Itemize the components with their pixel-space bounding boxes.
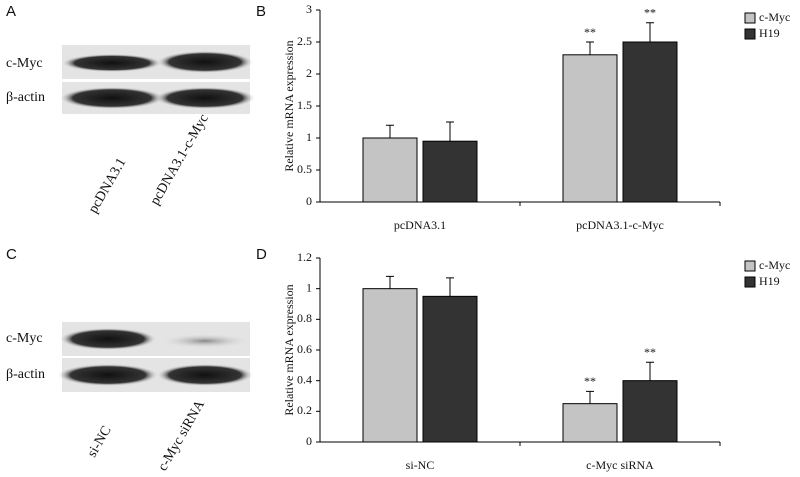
y-tick-label: 0.8 <box>297 311 312 325</box>
panel-letter: B <box>256 3 266 20</box>
blot-row-label: c-Myc <box>6 56 43 71</box>
legend-label: c-Myc <box>759 258 790 272</box>
y-tick-label: 2.5 <box>297 34 312 48</box>
bar <box>362 288 418 443</box>
error-bar <box>446 121 454 142</box>
legend-swatch <box>744 260 756 272</box>
blot-lane-label: c-Myc siRNA <box>156 397 209 474</box>
y-axis-label: Relative mRNA expression <box>282 284 296 415</box>
blot-row-label: β-actin <box>6 367 45 382</box>
blot-lane-label: pcDNA3.1-c-Myc <box>148 112 212 208</box>
x-tick-label: pcDNA3.1-c-Myc <box>576 218 664 232</box>
significance: ** <box>584 25 596 39</box>
error-bar <box>586 41 594 55</box>
legend-swatch <box>744 276 756 288</box>
bar <box>622 380 678 443</box>
y-tick-label: 0.2 <box>297 403 312 417</box>
blot-lane-label: si-NC <box>85 424 115 460</box>
y-tick-label: 1.2 <box>297 250 312 264</box>
bar <box>362 137 418 203</box>
error-bar <box>386 124 394 138</box>
panel-letter: C <box>6 246 17 263</box>
y-axis-label: Relative mRNA expression <box>282 40 296 171</box>
error-bar <box>586 390 594 404</box>
bar <box>422 140 478 203</box>
x-tick-label: c-Myc siRNA <box>586 458 654 472</box>
significance: ** <box>644 345 656 359</box>
error-bar <box>646 22 654 42</box>
y-tick-label: 0.5 <box>297 162 312 176</box>
blot <box>58 322 253 392</box>
error-bar <box>646 361 654 381</box>
error-bar <box>446 277 454 297</box>
bar <box>562 403 618 443</box>
blot <box>60 45 255 114</box>
bar <box>422 295 478 443</box>
panel-letter: D <box>256 246 267 263</box>
bar <box>622 41 678 203</box>
blot-row-label: c-Myc <box>6 331 43 346</box>
bar <box>562 54 618 203</box>
y-tick-label: 2 <box>306 66 312 80</box>
legend-label: H19 <box>759 274 780 288</box>
panel-letter: A <box>6 3 16 20</box>
y-tick-label: 3 <box>306 2 312 16</box>
y-tick-label: 1 <box>306 280 312 294</box>
error-bar <box>386 275 394 289</box>
legend-swatch <box>744 12 756 24</box>
x-tick-label: si-NC <box>406 458 435 472</box>
legend-swatch <box>744 28 756 40</box>
y-tick-label: 0.4 <box>297 372 312 386</box>
x-tick-label: pcDNA3.1 <box>394 218 446 232</box>
y-tick-label: 1 <box>306 130 312 144</box>
blot-row-label: β-actin <box>6 90 45 105</box>
legend-label: c-Myc <box>759 10 790 24</box>
y-tick-label: 0 <box>306 194 312 208</box>
y-tick-label: 1.5 <box>297 98 312 112</box>
significance: ** <box>584 374 596 388</box>
y-tick-label: 0 <box>306 434 312 448</box>
y-tick-label: 0.6 <box>297 342 312 356</box>
blot-lane-label: pcDNA3.1 <box>86 156 130 216</box>
legend-label: H19 <box>759 26 780 40</box>
significance: ** <box>644 6 656 20</box>
